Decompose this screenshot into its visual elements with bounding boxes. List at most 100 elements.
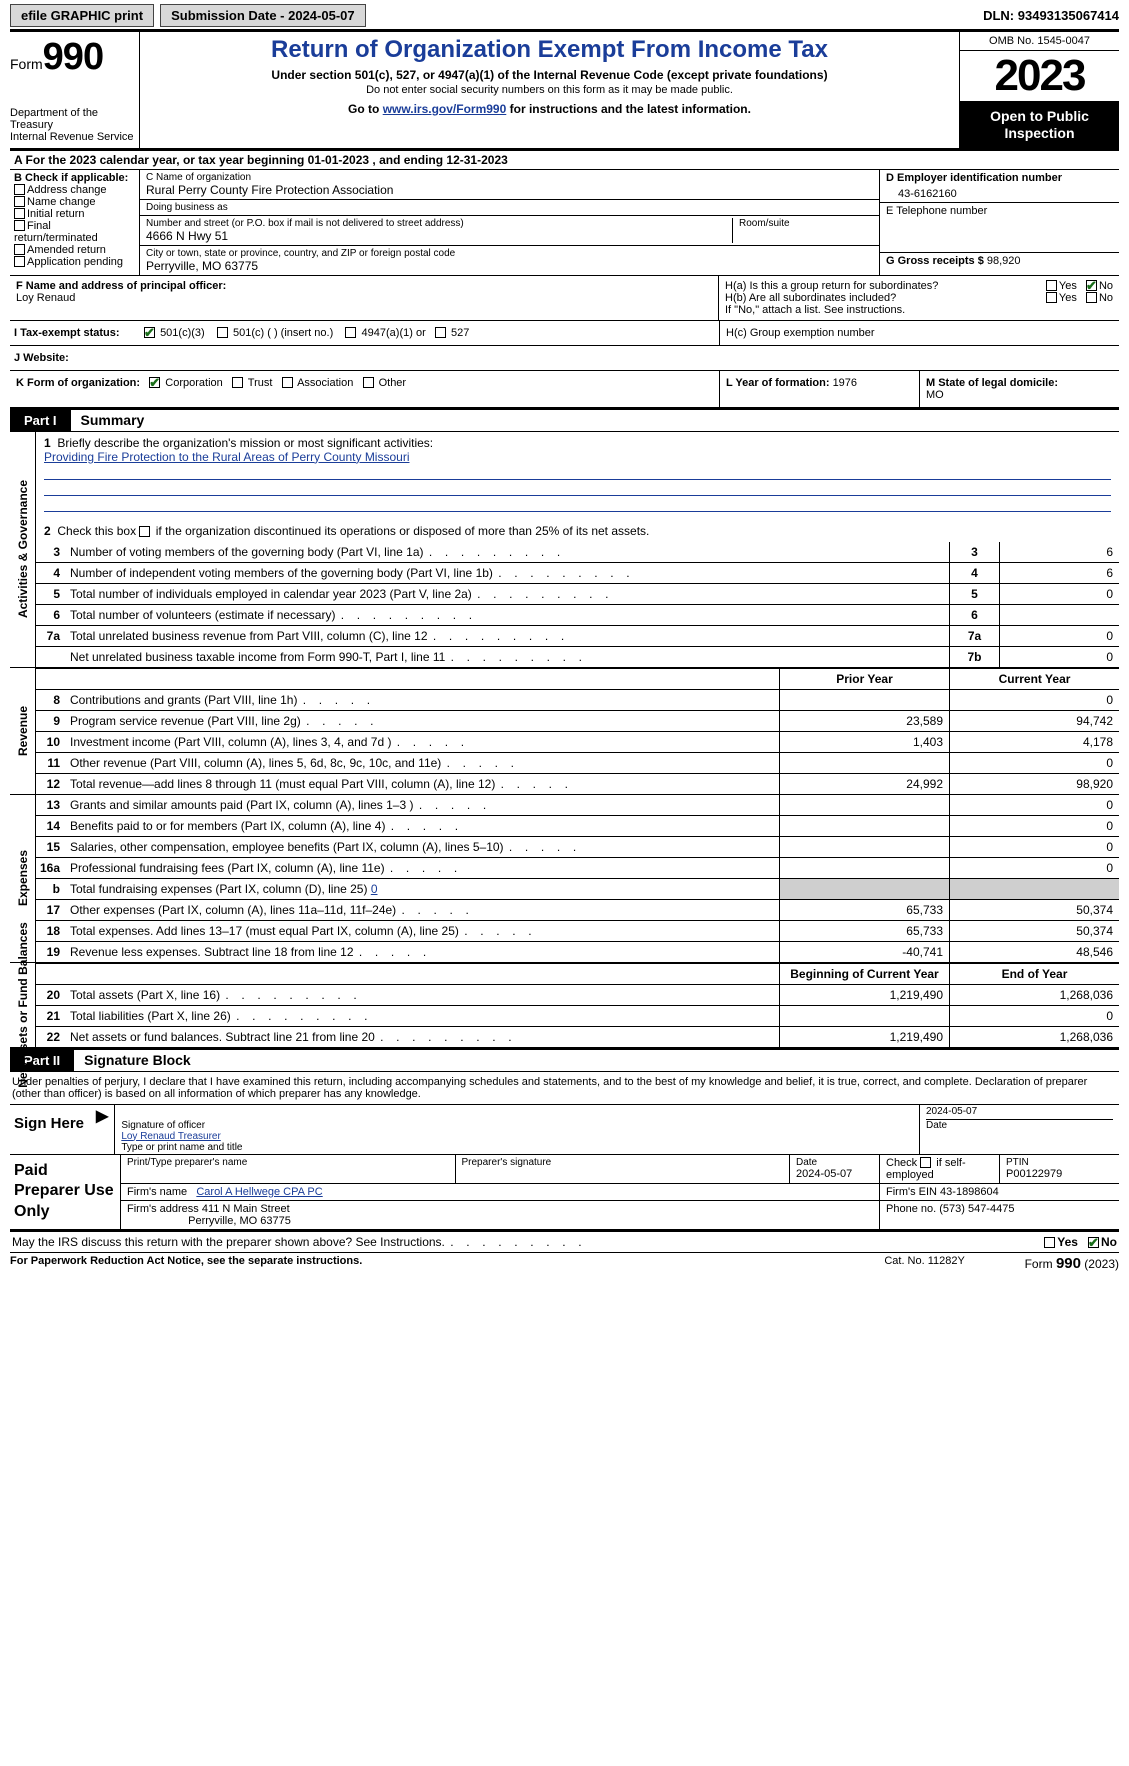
form-footer-label: Form 990 (2023): [1025, 1255, 1119, 1272]
gov-row-5: 5Total number of individuals employed in…: [36, 583, 1119, 604]
section-expenses: Expenses 13Grants and similar amounts pa…: [10, 795, 1119, 963]
exp-row-13: 13Grants and similar amounts paid (Part …: [36, 795, 1119, 815]
hb-line: H(b) Are all subordinates included? Yes …: [725, 292, 1113, 304]
preparer-row-1: Print/Type preparer's name Preparer's si…: [121, 1155, 1119, 1184]
subtitle-2: Do not enter social security numbers on …: [146, 84, 953, 96]
header-center: Return of Organization Exempt From Incom…: [140, 32, 959, 148]
preparer-firm-name-row: Firm's name Carol A Hellwege CPA PC Firm…: [121, 1184, 1119, 1201]
chk-association[interactable]: [282, 377, 293, 388]
vlabel-netassets: Net Assets or Fund Balances: [10, 963, 36, 1047]
gov-row-7a: 7aTotal unrelated business revenue from …: [36, 625, 1119, 646]
chk-discontinued[interactable]: [139, 526, 150, 537]
chk-527[interactable]: [435, 327, 446, 338]
col-b-header: B Check if applicable:: [14, 172, 135, 184]
gov-row-3: 3Number of voting members of the governi…: [36, 542, 1119, 562]
tax-exempt-label: I Tax-exempt status:: [10, 321, 140, 345]
irs-link[interactable]: www.irs.gov/Form990: [383, 102, 507, 116]
page-footer: For Paperwork Reduction Act Notice, see …: [10, 1253, 1119, 1272]
exp-row-14: 14Benefits paid to or for members (Part …: [36, 815, 1119, 836]
open-to-public: Open to Public Inspection: [960, 102, 1119, 148]
hb-note: If "No," attach a list. See instructions…: [725, 304, 1113, 316]
website-label: J Website:: [10, 346, 140, 370]
cell-dba: Doing business as: [140, 200, 879, 216]
chk-4947[interactable]: [345, 327, 356, 338]
hb-no-chk[interactable]: [1086, 292, 1097, 303]
dept-treasury: Department of the Treasury Internal Reve…: [10, 107, 135, 143]
part-ii-title: Signature Block: [74, 1052, 191, 1068]
row-f-h: F Name and address of principal officer:…: [10, 276, 1119, 321]
state-domicile: M State of legal domicile: MO: [919, 371, 1119, 407]
part-i-tag: Part I: [10, 410, 71, 431]
exp-row-15: 15Salaries, other compensation, employee…: [36, 836, 1119, 857]
tax-exempt-options: 501(c)(3) 501(c) ( ) (insert no.) 4947(a…: [140, 321, 719, 345]
goto-line: Go to www.irs.gov/Form990 for instructio…: [146, 102, 953, 116]
exp-row-17: 17Other expenses (Part IX, column (A), l…: [36, 899, 1119, 920]
form-990-page: efile GRAPHIC print Submission Date - 20…: [0, 0, 1129, 1282]
line-2: 2 Check this box if the organization dis…: [36, 516, 1119, 542]
col-d-ein: D Employer identification number 43-6162…: [879, 170, 1119, 275]
chk-initial-return[interactable]: Initial return: [14, 208, 135, 220]
mission-text: Providing Fire Protection to the Rural A…: [44, 450, 409, 464]
row-klm: K Form of organization: Corporation Trus…: [10, 371, 1119, 410]
chk-501c[interactable]: [217, 327, 228, 338]
rev-row-8: 8Contributions and grants (Part VIII, li…: [36, 689, 1119, 710]
arrow-icon: ▶: [90, 1105, 114, 1154]
section-netassets: Net Assets or Fund Balances Beginning of…: [10, 963, 1119, 1050]
chk-trust[interactable]: [232, 377, 243, 388]
paperwork-notice: For Paperwork Reduction Act Notice, see …: [10, 1255, 825, 1272]
chk-name-change[interactable]: Name change: [14, 196, 135, 208]
efile-print-button[interactable]: efile GRAPHIC print: [10, 4, 154, 27]
net-row-20: 20Total assets (Part X, line 16)1,219,49…: [36, 984, 1119, 1005]
year-formation: L Year of formation: 1976: [719, 371, 919, 407]
preparer-firm-addr-row: Firm's address 411 N Main Street Perryvi…: [121, 1201, 1119, 1229]
ha-no-chk[interactable]: [1086, 280, 1097, 291]
cell-city: City or town, state or province, country…: [140, 246, 879, 275]
mission-block: 1 Briefly describe the organization's mi…: [36, 432, 1119, 516]
form-of-org: K Form of organization: Corporation Trus…: [10, 371, 719, 407]
exp-row-b: bTotal fundraising expenses (Part IX, co…: [36, 878, 1119, 899]
chk-501c3[interactable]: [144, 327, 155, 338]
dln-label: DLN: 93493135067414: [983, 8, 1119, 23]
chk-other[interactable]: [363, 377, 374, 388]
line-a-tax-year: A For the 2023 calendar year, or tax yea…: [10, 151, 1119, 170]
perjury-statement: Under penalties of perjury, I declare th…: [10, 1072, 1119, 1105]
chk-final-return[interactable]: Final return/terminated: [14, 220, 135, 244]
website-value: [140, 346, 719, 370]
subtitle-1: Under section 501(c), 527, or 4947(a)(1)…: [146, 68, 953, 82]
gov-row-4: 4Number of independent voting members of…: [36, 562, 1119, 583]
group-return: H(a) Is this a group return for subordin…: [719, 276, 1119, 320]
form-title: Return of Organization Exempt From Incom…: [146, 36, 953, 64]
discuss-yes-chk[interactable]: [1044, 1237, 1055, 1248]
rev-row-9: 9Program service revenue (Part VIII, lin…: [36, 710, 1119, 731]
block-bcd: B Check if applicable: Address change Na…: [10, 170, 1119, 276]
discuss-no-chk[interactable]: [1088, 1237, 1099, 1248]
officer-signature-field[interactable]: Signature of officer Loy Renaud Treasure…: [114, 1105, 919, 1154]
cell-org-name: C Name of organization Rural Perry Count…: [140, 170, 879, 200]
cell-street-room: Number and street (or P.O. box if mail i…: [140, 216, 879, 246]
chk-corporation[interactable]: [149, 377, 160, 388]
gov-row-7b: Net unrelated business taxable income fr…: [36, 646, 1119, 667]
net-header-row: Beginning of Current Year End of Year: [36, 963, 1119, 984]
header-left: Form990 Department of the Treasury Inter…: [10, 32, 140, 148]
paid-preparer-label: Paid Preparer Use Only: [10, 1155, 120, 1229]
net-row-22: 22Net assets or fund balances. Subtract …: [36, 1026, 1119, 1047]
rev-row-10: 10Investment income (Part VIII, column (…: [36, 731, 1119, 752]
section-governance: Activities & Governance 1 Briefly descri…: [10, 432, 1119, 668]
rev-row-11: 11Other revenue (Part VIII, column (A), …: [36, 752, 1119, 773]
form-header: Form990 Department of the Treasury Inter…: [10, 32, 1119, 151]
cell-ein: D Employer identification number 43-6162…: [880, 170, 1119, 203]
row-j-website: J Website:: [10, 346, 1119, 371]
hb-yes-chk[interactable]: [1046, 292, 1057, 303]
chk-amended-return[interactable]: Amended return: [14, 244, 135, 256]
chk-self-employed[interactable]: [920, 1157, 931, 1168]
chk-address-change[interactable]: Address change: [14, 184, 135, 196]
form-number: Form990: [10, 36, 135, 79]
cell-gross-receipts: G Gross receipts $ 98,920: [880, 253, 1119, 269]
sign-here-label: Sign Here: [10, 1105, 90, 1154]
sign-here-block: Sign Here ▶ Signature of officer Loy Ren…: [10, 1105, 1119, 1155]
chk-app-pending[interactable]: Application pending: [14, 256, 135, 268]
part-i-header: Part I Summary: [10, 410, 1119, 432]
paid-preparer-block: Paid Preparer Use Only Print/Type prepar…: [10, 1155, 1119, 1232]
ha-yes-chk[interactable]: [1046, 280, 1057, 291]
vlabel-revenue: Revenue: [10, 668, 36, 794]
